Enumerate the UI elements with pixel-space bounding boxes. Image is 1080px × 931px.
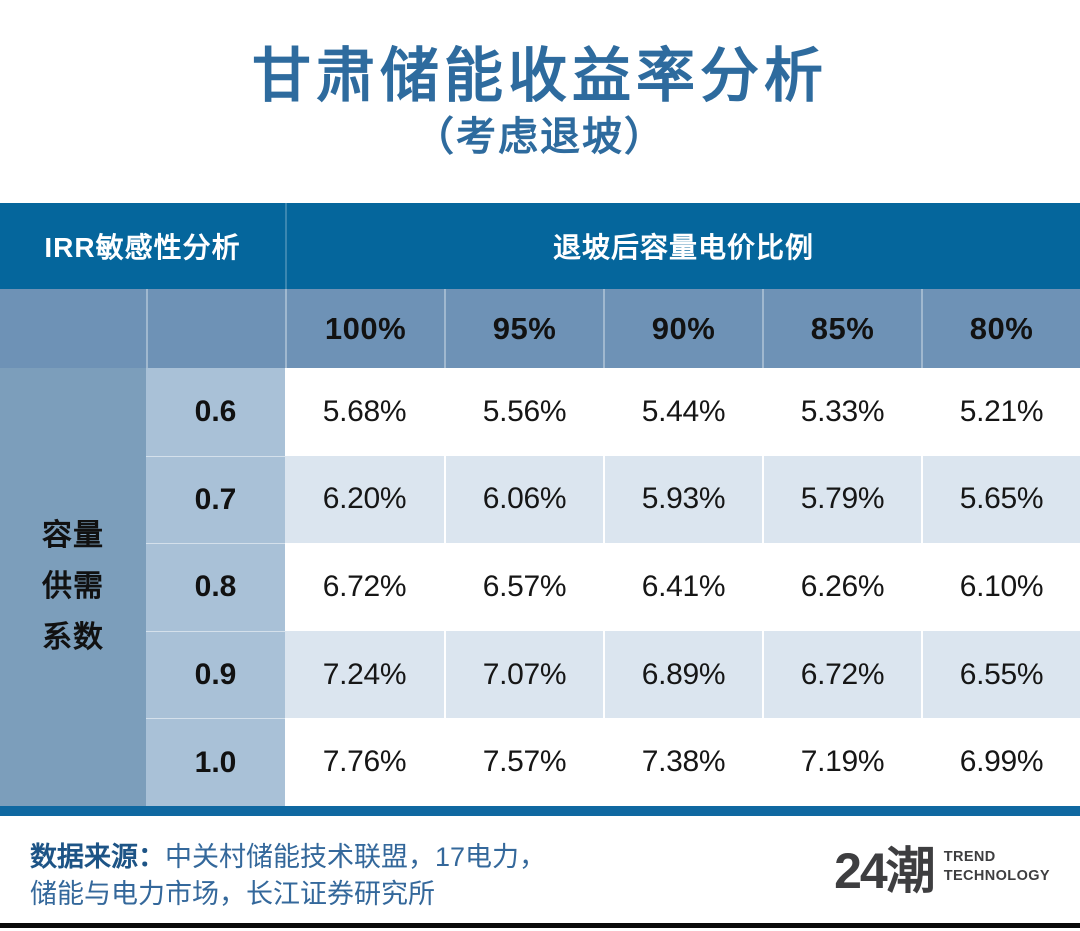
- brand-logo: 24潮 TREND TECHNOLOGY: [834, 831, 1050, 903]
- column-group-header: 退坡后容量电价比例: [285, 203, 1080, 289]
- table-cell: 6.10%: [921, 543, 1080, 631]
- table-cell: 5.93%: [603, 455, 762, 544]
- data-source-text-1: 中关村储能技术联盟，17电力，: [165, 842, 547, 872]
- row-group-header: 容量 供需 系数: [0, 368, 146, 806]
- table-corner-header: IRR敏感性分析: [0, 203, 285, 289]
- data-source-text-2: 储能与电力市场，长江证券研究所: [30, 879, 435, 909]
- data-source: 数据来源：中关村储能技术联盟，17电力， 储能与电力市场，长江证券研究所: [30, 839, 546, 913]
- table-cell: 5.21%: [921, 368, 1080, 456]
- row-group-header-line: 供需: [42, 570, 104, 604]
- column-header-90: 90%: [603, 289, 762, 368]
- table-cell: 7.38%: [603, 718, 762, 806]
- table-cell: 6.41%: [603, 543, 762, 631]
- row-label: 0.6: [146, 368, 285, 456]
- bottom-border-line: [0, 923, 1080, 928]
- subheader-blank-cell: [146, 289, 285, 368]
- table-cell: 6.89%: [603, 630, 762, 719]
- subheader-blank-cell: [0, 289, 146, 368]
- logo-24chao-wordmark: 24潮: [834, 843, 936, 899]
- table-cell: 5.68%: [285, 368, 444, 456]
- table-cell: 6.57%: [444, 543, 603, 631]
- table-cell: 6.55%: [921, 630, 1080, 719]
- table-cell: 5.33%: [762, 368, 921, 456]
- table-bottom-bar: [0, 805, 1080, 816]
- column-header-80: 80%: [921, 289, 1080, 368]
- logo-subtitle-line-1: TREND: [943, 849, 996, 865]
- table-cell: 5.79%: [762, 455, 921, 544]
- page-subtitle: （考虑退坡）: [414, 115, 666, 159]
- table-cell: 7.76%: [285, 718, 444, 806]
- row-label: 0.9: [146, 630, 285, 719]
- column-header-100: 100%: [285, 289, 444, 368]
- table-cell: 7.24%: [285, 630, 444, 719]
- logo-subtitle-line-2: TECHNOLOGY: [943, 868, 1050, 884]
- row-group-header-line: 系数: [42, 621, 104, 655]
- table-cell: 6.26%: [762, 543, 921, 631]
- data-source-label: 数据来源：: [30, 842, 165, 872]
- table-cell: 7.07%: [444, 630, 603, 719]
- page-title: 甘肃储能收益率分析: [251, 43, 828, 109]
- table-cell: 5.65%: [921, 455, 1080, 544]
- logo-subtitle: TREND TECHNOLOGY: [944, 848, 1050, 886]
- row-group-header-line: 容量: [42, 519, 104, 553]
- table-cell: 6.99%: [921, 718, 1080, 806]
- data-source-line-2: 储能与电力市场，长江证券研究所: [30, 876, 546, 913]
- row-label: 0.8: [146, 543, 285, 631]
- table-cell: 6.20%: [285, 455, 444, 544]
- table-cell: 6.72%: [285, 543, 444, 631]
- column-header-85: 85%: [762, 289, 921, 368]
- irr-sensitivity-table: IRR敏感性分析 退坡后容量电价比例 100% 95% 90% 85% 80% …: [0, 203, 1080, 816]
- row-label: 0.7: [146, 455, 285, 544]
- table-cell: 7.57%: [444, 718, 603, 806]
- table-cell: 5.56%: [444, 368, 603, 456]
- table-cell: 6.72%: [762, 630, 921, 719]
- data-source-line-1: 数据来源：中关村储能技术联盟，17电力，: [30, 839, 546, 876]
- table-cell: 7.19%: [762, 718, 921, 806]
- table-cell: 6.06%: [444, 455, 603, 544]
- table-cell: 5.44%: [603, 368, 762, 456]
- row-label: 1.0: [146, 718, 285, 806]
- column-header-95: 95%: [444, 289, 603, 368]
